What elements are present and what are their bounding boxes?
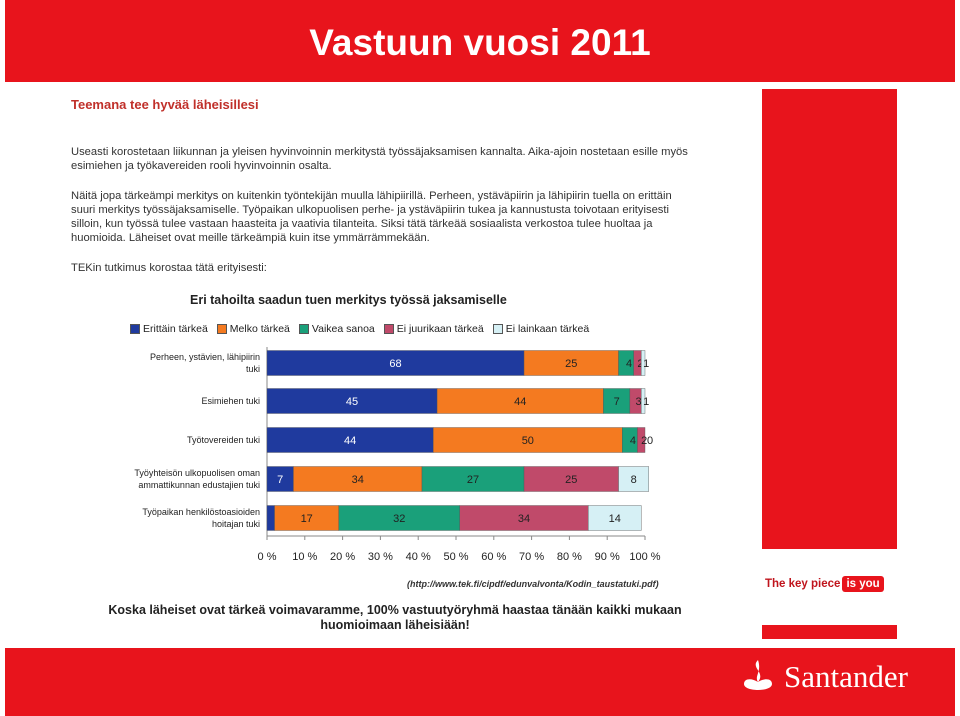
- data-label: 44: [514, 396, 526, 408]
- legend-item: Vaikea sanoa: [298, 323, 375, 335]
- bar-segment: [266, 350, 525, 376]
- x-tick-label: 90 %: [595, 551, 620, 563]
- data-label: 27: [467, 474, 479, 486]
- data-label: 7: [614, 396, 620, 408]
- sidebar-red-panel: [762, 89, 897, 549]
- data-label: 34: [518, 513, 530, 525]
- category-label: Työtovereiden tuki: [187, 435, 260, 445]
- legend-swatch: [130, 324, 140, 334]
- category-label-line: hoitajan tuki: [212, 519, 260, 529]
- category-label-line: Esimiehen tuki: [201, 396, 260, 406]
- bar-segment: [266, 466, 294, 492]
- data-label: 2: [641, 435, 647, 447]
- bar-segment: [436, 388, 604, 414]
- x-tick-label: 30 %: [368, 551, 393, 563]
- category-label-line: ammattikunnan edustajien tuki: [138, 480, 260, 490]
- bar-segment: [641, 350, 646, 376]
- bar-segment: [421, 466, 525, 492]
- data-label: 4: [630, 435, 636, 447]
- is-you-badge: is you: [842, 576, 884, 592]
- bar-segment: [523, 350, 619, 376]
- bar-segment: [266, 505, 275, 531]
- legend-swatch: [383, 324, 394, 334]
- bar-segment: [641, 388, 646, 414]
- data-label: 32: [393, 513, 405, 525]
- data-label: 68: [389, 358, 401, 370]
- bar-segment: [637, 427, 646, 453]
- legend-swatch: [216, 324, 227, 334]
- category-label: Työpaikan henkilöstoasioiden hoitajan tuk…: [142, 507, 260, 529]
- bar-segment: [618, 466, 649, 492]
- data-label: 44: [344, 435, 356, 447]
- key-piece-text: The key piece: [765, 578, 841, 590]
- x-tick-label: 0 %: [258, 551, 277, 563]
- data-label: 3: [635, 396, 641, 408]
- x-tick-label: 70 %: [519, 551, 544, 563]
- sidebar-red-strip: [762, 625, 897, 639]
- paragraph-3: TEKin tutkimus korostaa tätä erityisesti…: [71, 262, 267, 274]
- bar-segment: [588, 505, 642, 531]
- santander-logo: Santander: [740, 658, 908, 696]
- x-tick-label: 50 %: [443, 551, 468, 563]
- data-label: 2: [637, 358, 643, 370]
- bar-segment: [293, 466, 423, 492]
- data-label: 34: [352, 474, 364, 486]
- x-tick-label: 80 %: [557, 551, 582, 563]
- flame-icon: [744, 660, 772, 690]
- conclusion-text: Koska läheiset ovat tärkeä voimavaramme,…: [108, 603, 682, 632]
- legend-swatch: [492, 324, 503, 334]
- x-tick-label: 40 %: [406, 551, 431, 563]
- category-label-line: tuki: [246, 364, 260, 374]
- category-label-line: Työyhteisön ulkopuolisen oman: [134, 468, 260, 478]
- legend-label: Erittäin tärkeä: [143, 323, 208, 335]
- brand-name: Santander: [784, 659, 908, 694]
- legend-label: Vaikea sanoa: [311, 323, 375, 335]
- data-label: 4: [626, 358, 632, 370]
- legend-swatch: [298, 324, 309, 334]
- slide-title: Vastuun vuosi 2011: [309, 22, 651, 63]
- data-label: 17: [301, 513, 313, 525]
- data-label: 0: [647, 435, 653, 447]
- paragraph-2: Näitä jopa tärkeämpi merkitys on kuitenk…: [71, 190, 672, 244]
- category-label-line: Työpaikan henkilöstoasioiden: [142, 507, 260, 517]
- x-tick-label: 10 %: [292, 551, 317, 563]
- paragraph-1: Useasti korostetaan liikunnan ja yleisen…: [71, 146, 688, 172]
- category-label-line: Perheen, ystävien, lähipiirin: [150, 352, 260, 362]
- key-piece-logo: The key piece is you: [765, 576, 884, 592]
- title-bar: Vastuun vuosi 2011: [5, 0, 955, 82]
- footer-bar: [5, 648, 955, 716]
- data-label: 1: [643, 358, 649, 370]
- legend-label: Ei lainkaan tärkeä: [505, 323, 590, 335]
- category-label: Perheen, ystävien, lähipiirin tuki: [150, 352, 260, 374]
- bar-segment: [338, 505, 460, 531]
- legend-item: Melko tärkeä: [216, 323, 290, 335]
- legend-label: Ei juurikaan tärkeä: [396, 323, 484, 335]
- data-label: 50: [522, 435, 534, 447]
- chart-title: Eri tahoilta saadun tuen merkitys työssä…: [190, 293, 507, 307]
- legend-label: Melko tärkeä: [229, 323, 290, 335]
- bar-segment: [433, 427, 623, 453]
- bar-segment: [266, 388, 438, 414]
- source-citation: (http://www.tek.fi/cipdf/edunvalvonta/Ko…: [407, 579, 659, 589]
- x-tick-label: 60 %: [481, 551, 506, 563]
- data-label: 25: [565, 358, 577, 370]
- legend-item: Ei lainkaan tärkeä: [492, 323, 590, 335]
- legend-item: Erittäin tärkeä: [130, 323, 208, 335]
- data-label: 25: [565, 474, 577, 486]
- x-tick-label: 20 %: [330, 551, 355, 563]
- data-label: 8: [631, 474, 637, 486]
- data-label: 7: [277, 474, 283, 486]
- legend-item: Ei juurikaan tärkeä: [383, 323, 484, 335]
- category-label: Esimiehen tuki: [201, 396, 260, 406]
- section-heading: Teemana tee hyvää läheisillesi: [71, 97, 259, 112]
- data-label: 1: [643, 396, 649, 408]
- bar-segment: [523, 466, 619, 492]
- data-label: 45: [346, 396, 358, 408]
- category-label-line: Työtovereiden tuki: [187, 435, 260, 445]
- chart-legend: Erittäin tärkeä Melko tärkeä Vaikea sanoa E…: [130, 323, 598, 335]
- x-tick-label: 100 %: [629, 551, 660, 563]
- category-label: Työyhteisön ulkopuolisen oman ammattikunn…: [134, 468, 260, 490]
- data-label: 14: [609, 513, 621, 525]
